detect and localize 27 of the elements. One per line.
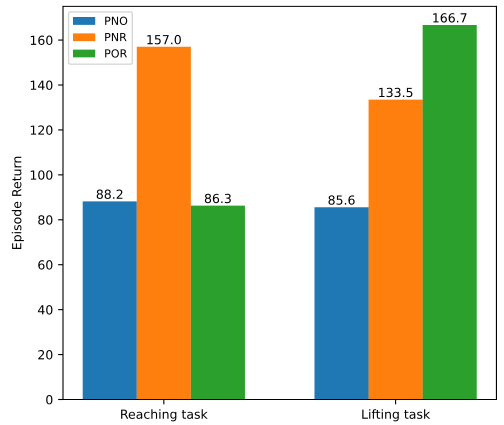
data-label: 86.3: [204, 194, 231, 204]
y-tick-label: 100: [30, 170, 52, 180]
data-label: 166.7: [433, 13, 467, 23]
y-tick-label: 60: [38, 260, 52, 270]
bar: [422, 25, 477, 400]
data-label: 88.2: [96, 189, 122, 199]
x-tick-label: Lifting task: [362, 409, 430, 422]
data-label: 85.6: [328, 195, 355, 205]
data-label: 133.5: [379, 88, 412, 98]
y-tick-label: 80: [38, 215, 52, 225]
y-tick-label: 40: [38, 305, 52, 315]
bar: [190, 206, 245, 400]
y-tick-label: 140: [30, 80, 52, 90]
bar: [368, 100, 423, 400]
y-tick-label: 0: [46, 394, 52, 404]
x-tick-label: Reaching task: [121, 409, 208, 422]
bar: [314, 207, 369, 400]
y-tick-label: 120: [30, 125, 52, 135]
legend-label: POR: [105, 49, 127, 58]
data-label: 157.0: [147, 34, 181, 44]
y-axis-title: Episode Return: [12, 156, 24, 249]
legend-label: PNR: [105, 33, 127, 42]
bar: [136, 46, 191, 400]
legend-label: PNO: [105, 16, 128, 25]
bar: [82, 201, 137, 400]
y-tick-label: 20: [38, 350, 52, 360]
y-tick-label: 160: [30, 36, 52, 45]
